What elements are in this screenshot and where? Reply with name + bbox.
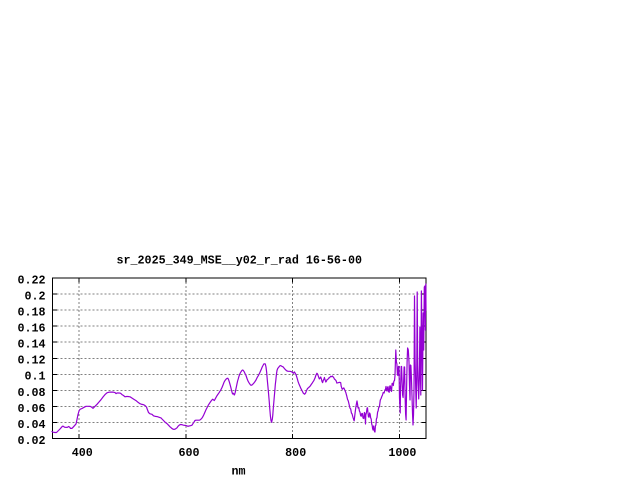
svg-text:800: 800 (285, 446, 306, 460)
svg-text:1000: 1000 (388, 446, 416, 460)
svg-text:0.2: 0.2 (24, 289, 45, 303)
svg-text:0.12: 0.12 (17, 354, 45, 368)
svg-text:0.14: 0.14 (17, 338, 45, 352)
svg-text:nm: nm (231, 465, 245, 479)
svg-text:0.04: 0.04 (17, 418, 45, 432)
svg-text:0.1: 0.1 (24, 370, 45, 384)
svg-text:0.22: 0.22 (17, 273, 45, 287)
svg-text:sr_2025_349_MSE__y02_r_rad 16-: sr_2025_349_MSE__y02_r_rad 16-56-00 (117, 254, 362, 268)
svg-text:0.08: 0.08 (17, 386, 45, 400)
svg-text:0.02: 0.02 (17, 434, 45, 448)
svg-text:0.18: 0.18 (17, 306, 45, 320)
svg-text:400: 400 (72, 446, 93, 460)
svg-text:600: 600 (178, 446, 199, 460)
svg-text:0.06: 0.06 (17, 402, 45, 416)
svg-text:0.16: 0.16 (17, 322, 45, 336)
